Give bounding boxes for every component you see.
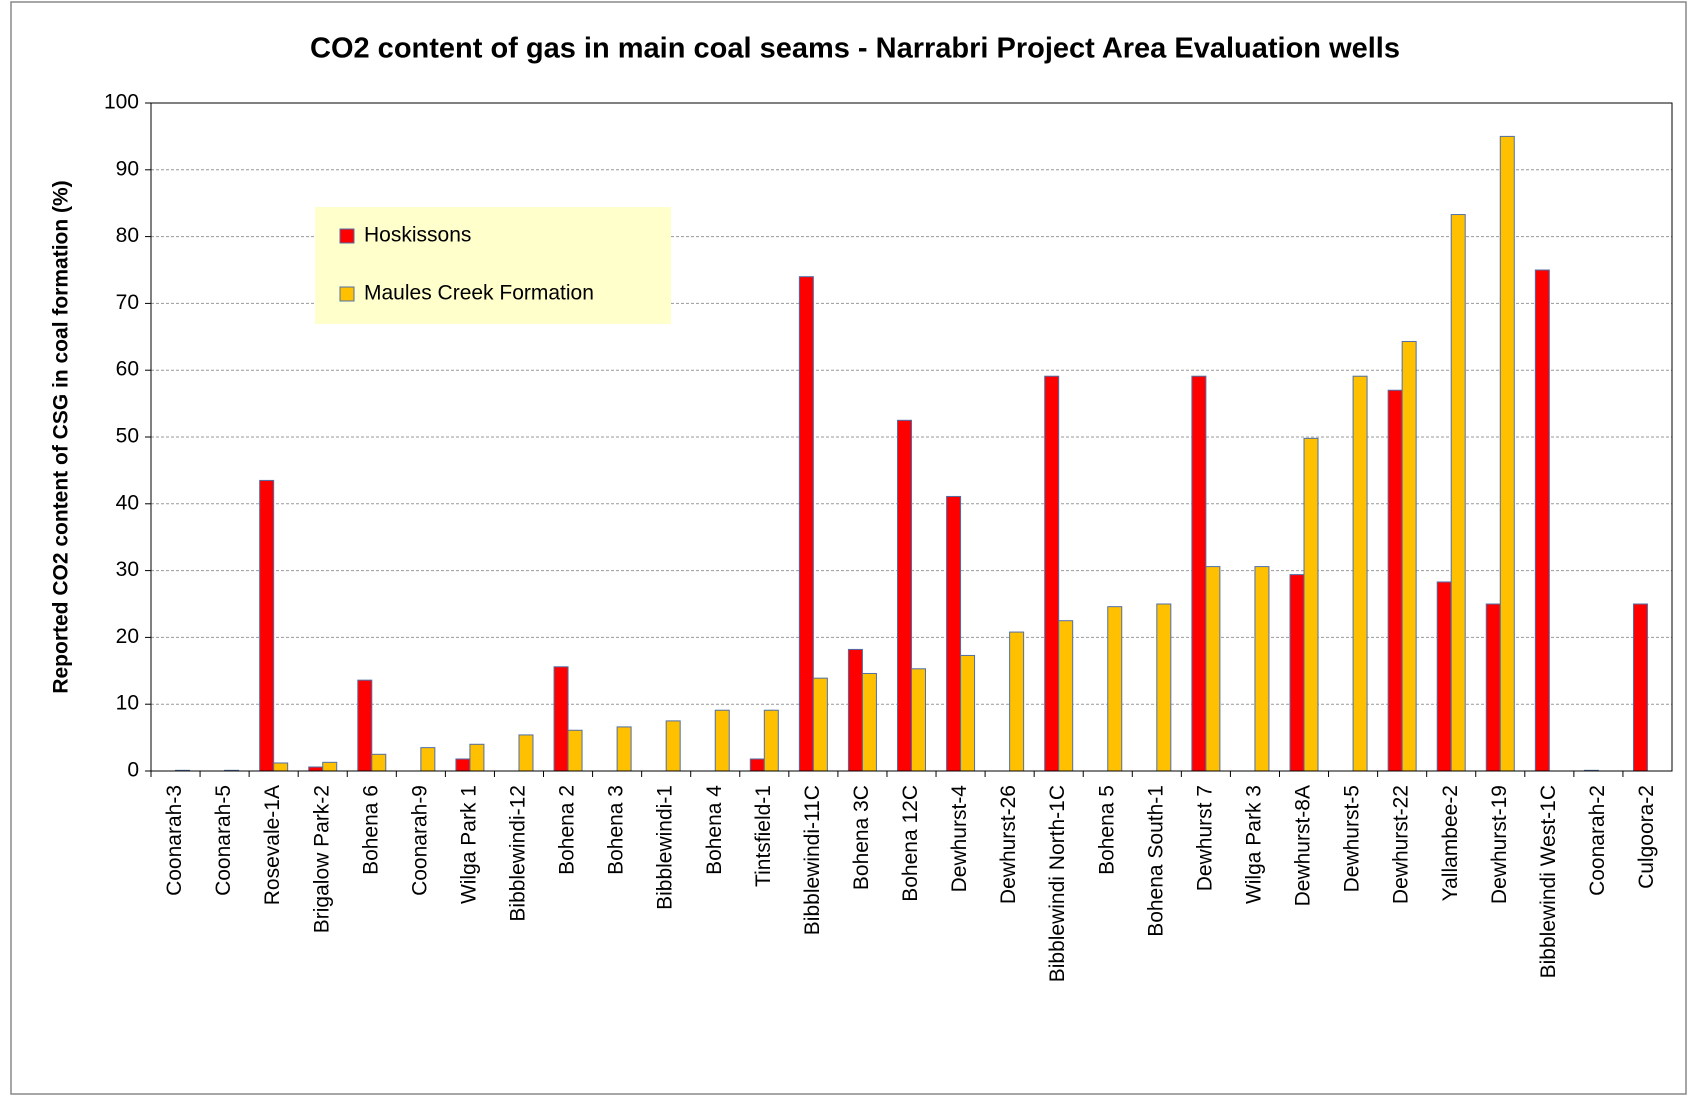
- bar: [1254, 566, 1270, 772]
- bar: [1107, 606, 1123, 772]
- x-tick-label: Rosevale-1A: [261, 785, 284, 905]
- bar: [357, 679, 373, 772]
- x-tick-label: Bohena 6: [359, 785, 382, 875]
- x-tick-label: Bohena 2: [556, 785, 579, 875]
- bar: [616, 726, 632, 772]
- y-tick-label: 20: [116, 625, 139, 648]
- y-tick-label: 90: [116, 157, 139, 180]
- legend-swatch: [339, 228, 355, 244]
- y-tick-label: 100: [104, 91, 139, 114]
- x-tick-label: Dewhurst-19: [1488, 785, 1511, 904]
- y-tick-label: 60: [116, 358, 139, 381]
- bar: [371, 753, 387, 772]
- x-tick-label: Coonarah-9: [408, 785, 431, 896]
- legend-label: Maules Creek Formation: [364, 282, 594, 305]
- y-tick-label: 80: [116, 224, 139, 247]
- bar: [1387, 389, 1403, 772]
- bar: [1044, 375, 1060, 772]
- bar: [1205, 566, 1221, 772]
- bar: [1058, 620, 1074, 772]
- bar: [847, 648, 863, 772]
- bar: [1289, 574, 1305, 772]
- x-tick-label: Coonarah-5: [212, 785, 235, 896]
- bar: [1401, 340, 1417, 772]
- bar: [1632, 603, 1648, 772]
- x-tick-label: Wilga Park 3: [1242, 785, 1265, 904]
- bar: [322, 761, 338, 772]
- legend-swatch: [339, 286, 355, 302]
- bar: [749, 758, 765, 772]
- bar: [1436, 581, 1452, 772]
- bar: [553, 666, 569, 772]
- legend-label: Hoskissons: [364, 224, 471, 247]
- x-tick-label: Bohena 4: [703, 785, 726, 875]
- x-tick-label: Dewhurst-22: [1390, 785, 1413, 904]
- bar: [798, 276, 814, 772]
- bar: [1534, 269, 1550, 772]
- bar: [763, 709, 779, 772]
- x-tick-label: Bibblewindi-1: [654, 785, 677, 910]
- x-tick-label: Dewhurst-4: [948, 785, 971, 893]
- legend-box: [315, 207, 671, 324]
- x-tick-label: Yallambee-2: [1439, 785, 1462, 901]
- y-tick-label: 50: [116, 425, 139, 448]
- x-tick-label: Dewhurst-8A: [1292, 785, 1315, 906]
- chart-title: CO2 content of gas in main coal seams - …: [310, 33, 1400, 65]
- x-tick-label: Bohena 3C: [850, 785, 873, 890]
- x-tick-label: Bibblewindi West-1C: [1537, 785, 1560, 978]
- bar: [1450, 214, 1466, 772]
- bar: [518, 734, 534, 772]
- x-tick-label: Bibblewindi North-1C: [1046, 785, 1069, 982]
- x-tick-label: Dewhurst-5: [1341, 785, 1364, 892]
- x-tick-label: Coonarah-2: [1586, 785, 1609, 896]
- bar: [1009, 631, 1025, 772]
- x-tick-label: Bibblewindi-12: [507, 785, 530, 922]
- y-tick-label: 40: [116, 491, 139, 514]
- bar: [1485, 603, 1501, 772]
- bar: [308, 766, 324, 772]
- x-tick-label: Dewhurst-26: [997, 785, 1020, 904]
- bar: [1499, 135, 1515, 772]
- x-tick-label: Bohena 5: [1095, 785, 1118, 875]
- y-tick-label: 30: [116, 558, 139, 581]
- bar: [455, 758, 471, 772]
- x-tick-label: Culgoora-2: [1635, 785, 1658, 889]
- bar: [897, 419, 912, 772]
- bar: [567, 729, 583, 772]
- x-tick-label: Coonarah-3: [163, 785, 186, 896]
- bar: [469, 743, 485, 772]
- bar: [946, 495, 962, 772]
- y-axis-label: Reported CO2 content of CSG in coal form…: [50, 180, 73, 693]
- plot-border: [150, 102, 1673, 772]
- x-tick-label: Bohena 12C: [899, 785, 922, 902]
- bar: [1303, 437, 1319, 772]
- bar: [420, 747, 436, 772]
- y-tick-label: 10: [116, 692, 139, 715]
- x-tick-label: Bohena 3: [605, 785, 628, 875]
- bar: [861, 672, 877, 772]
- bar: [665, 720, 681, 772]
- y-tick-label: 70: [116, 291, 139, 314]
- y-tick-label: 0: [127, 759, 139, 782]
- bar: [1156, 603, 1172, 772]
- x-tick-label: Dewhurst 7: [1193, 785, 1216, 891]
- bar: [812, 677, 828, 772]
- bar: [911, 668, 926, 772]
- bar: [1191, 375, 1207, 772]
- x-tick-label: Bibblewindi-11C: [801, 785, 824, 935]
- bar: [1352, 375, 1368, 772]
- bar: [259, 479, 275, 772]
- x-tick-label: Bohena South-1: [1144, 785, 1167, 937]
- bar: [273, 762, 289, 772]
- bar: [960, 654, 976, 772]
- bar: [714, 709, 730, 772]
- x-tick-label: Brigalow Park-2: [310, 785, 333, 933]
- x-tick-label: Wilga Park 1: [457, 785, 480, 904]
- x-tick-label: Tintsfield-1: [752, 785, 775, 887]
